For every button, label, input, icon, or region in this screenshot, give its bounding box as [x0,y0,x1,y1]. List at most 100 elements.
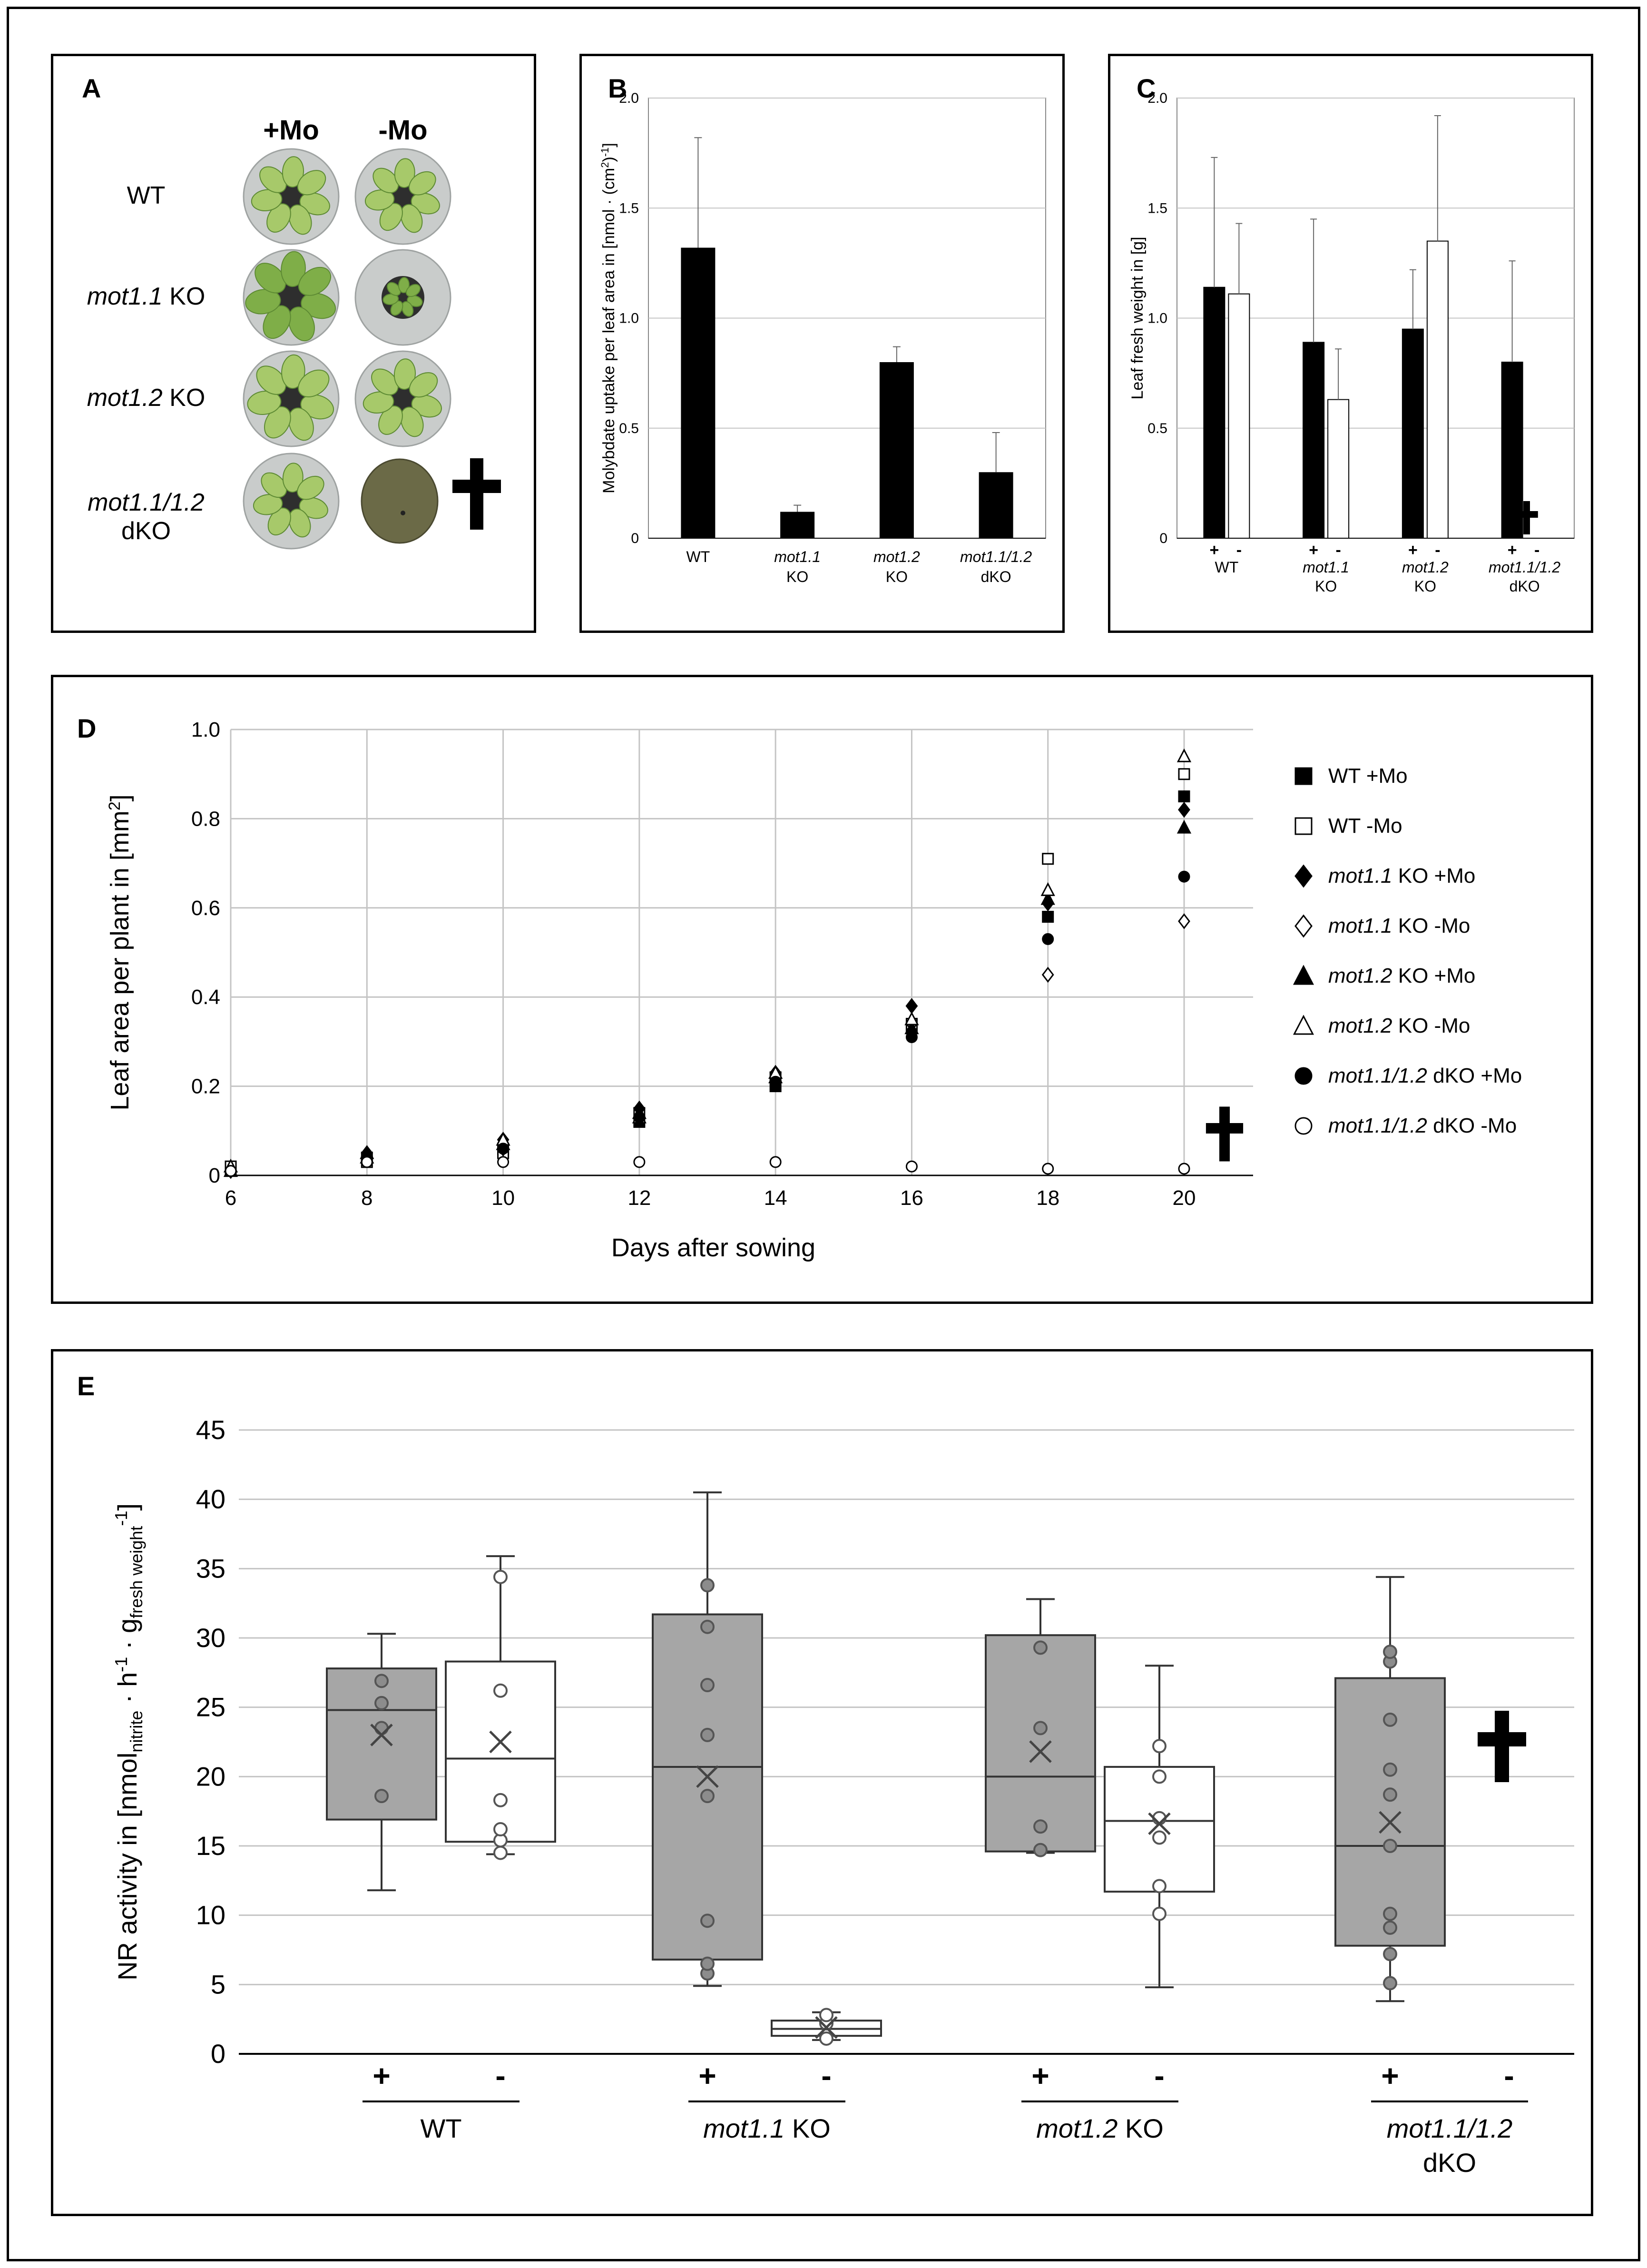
data-point [819,2031,833,2046]
box-body [1104,1765,1215,1893]
panel-a: A +Mo -Mo WT mot1.1 KO mot1.2 KO mot1.1/1.2 dK… [51,54,536,633]
x-tick-label: 10 [491,1186,515,1210]
y-axis-label: NR activity in [nmolnitrite · h-1 · gfre… [111,1503,146,1981]
data-point [493,1569,508,1584]
photo-mot11-plus-mo-leaf [301,293,336,319]
mean-marker [815,2016,838,2039]
column-label-minus-mo: -Mo [378,115,427,146]
data-point [905,1031,918,1044]
data-point [374,1789,389,1804]
group-label: mot1.1 KO [703,2113,831,2143]
y-tick-label: 0.6 [191,897,220,920]
photo-wt-plus-mo-leaf [251,189,283,211]
data-point [1178,870,1190,883]
bar [1327,399,1350,539]
photo-mot12-plus-mo-leaf [288,407,314,441]
dead-symbol-icon-horizontal [452,480,501,493]
data-point [700,1913,715,1928]
mean-marker [1148,1812,1171,1835]
photo-dko-plus-mo-leaf [297,475,324,500]
photo-mot11-plus-mo-leaf [263,305,291,339]
photo-wt-plus-mo-leaf [282,156,304,188]
photo-mot12-minus-mo-leaf [400,406,424,437]
data-point [1383,1839,1397,1853]
legend-entry: mot1.1/1.2 dKO -Mo [1328,1114,1517,1137]
y-tick-label: 40 [196,1484,225,1514]
y-tick-label: 1.0 [1147,311,1167,326]
photo-wt-minus-mo-leaf [409,171,436,196]
sign-label-plus: + [1031,2059,1049,2093]
row-label-0: WT [127,182,166,209]
legend-entry: WT -Mo [1328,814,1402,838]
panel-b: B 0 0.5 1.0 1.5 2.0 WT mot1.1 KO mot1.2 KO mot1.1/… [579,54,1065,633]
photo-mot11-minus-mo-leaf [398,277,410,294]
data-point [700,1727,715,1742]
data-point [1178,801,1190,818]
x-tick-label-line2: dKO [981,568,1011,585]
data-point [493,1845,508,1860]
panel-e: E 0 5 10 15 20 25 30 35 40 45 + - WT + - mot1.1 KO + - mot… [51,1349,1593,2216]
photo-mot11-plus-mo-leaf [255,263,286,294]
data-point [1040,891,1055,905]
data-point [374,1674,389,1688]
data-point [769,1156,782,1168]
y-tick-label: 0.5 [619,421,639,436]
x-tick-label: mot1.1 [1303,559,1349,576]
y-tick-label: 0.5 [1147,421,1167,436]
panel-e-label: E [77,1371,95,1401]
data-point [374,1696,389,1710]
row-label-second-line-3: dKO [121,517,171,545]
data-point [700,1956,715,1971]
y-tick-label: 15 [196,1831,225,1861]
photo-wt-minus-mo-leaf [400,204,423,233]
mean-marker [1379,1811,1402,1834]
dead-pot [361,458,439,544]
data-point [1041,966,1054,983]
legend-entry: mot1.2 KO -Mo [1328,1014,1470,1037]
photo-wt-plus-mo [243,148,340,245]
y-tick-label: 45 [196,1415,225,1445]
photo-mot12-minus-mo-leaf [363,391,394,414]
y-tick-label: 1.0 [619,311,639,326]
data-point [1040,882,1055,896]
data-point [493,1793,508,1807]
sign-label: + [1508,541,1517,559]
photo-mot12-minus-mo [354,350,451,447]
panel-e-box-chart: 0 5 10 15 20 25 30 35 40 45 + - WT + - mot1.1 KO + - mot1.… [111,1415,1574,2178]
dead-symbol-icon-vertical [470,458,483,530]
data-point [1033,1640,1048,1655]
x-tick-label: WT [1215,559,1239,576]
legend-entry: WT +Mo [1328,764,1408,788]
photo-mot12-plus-mo [243,350,340,447]
sign-label: + [1408,541,1418,559]
photo-mot11-minus-mo [354,249,451,346]
sign-label-minus: - [1504,2059,1514,2093]
bar [1501,362,1523,539]
y-axis-label: Leaf area per plant in [mm2] [106,794,134,1110]
data-point [1042,1163,1054,1175]
dead-symbol-icon-vertical [1219,1106,1230,1162]
panel-b-bar-chart: 0 0.5 1.0 1.5 2.0 WT mot1.1 KO mot1.2 KO mot1.1/1.… [599,90,1046,585]
y-tick-label: 1.5 [1147,200,1167,216]
bar [979,472,1013,538]
photo-dko-plus-mo-leaf [282,463,304,493]
sign-label: - [1335,541,1341,559]
photo-mot11-minus-mo-leaf [407,295,423,307]
data-point [1152,1879,1167,1893]
photo-wt-minus-mo-leaf [394,158,415,188]
y-tick-label: 0 [1159,531,1167,546]
bar [1402,328,1424,539]
panel-d-scatter-chart: 6 8 10 12 14 16 18 20 0 0.2 0.4 0.6 0.8 1.0 WT +Mo WT -… [106,718,1522,1262]
photo-mot11-plus-mo [243,249,340,346]
photo-mot12-plus-mo-leaf [247,390,282,415]
bar [1203,286,1225,539]
photo-mot11-minus-mo-leaf [387,282,401,296]
dead-pot-spot [401,511,405,515]
y-tick-label: 0.4 [191,986,220,1009]
data-point [1042,853,1054,865]
photo-dko-plus-mo-leaf [253,494,283,515]
group-label: mot1.2 KO [1036,2113,1164,2143]
data-point [700,1678,715,1693]
data-point [1383,1787,1397,1802]
data-point [1033,1819,1048,1834]
